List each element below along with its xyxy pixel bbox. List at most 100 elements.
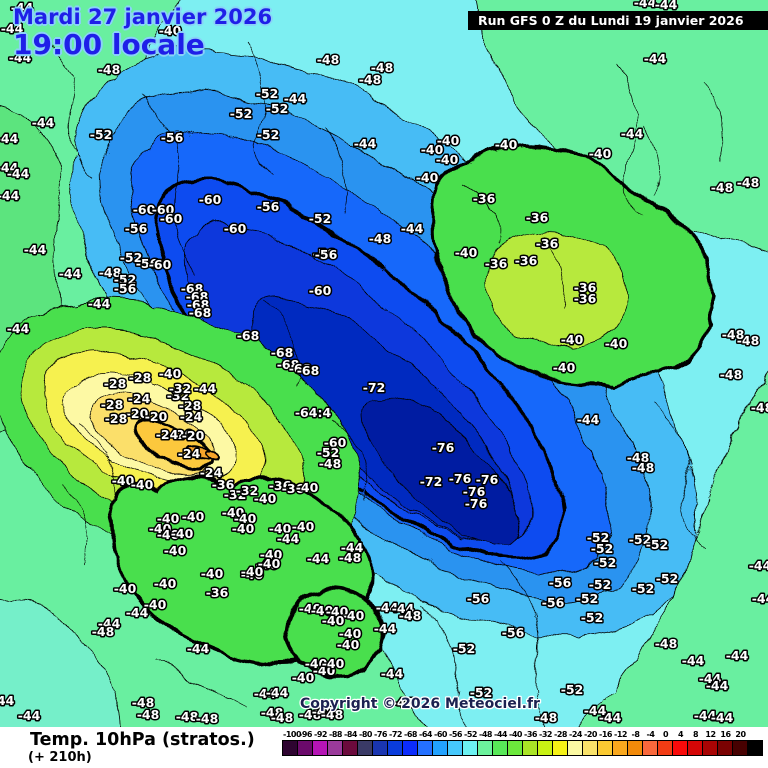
colorbar-column: -76 — [372, 729, 388, 756]
colorbar-column: -48 — [477, 729, 493, 756]
temp-label: -68 — [186, 289, 209, 304]
colorbar-tick: -24 — [569, 730, 582, 739]
temp-label: -52 — [120, 250, 143, 265]
colorbar-swatch — [297, 740, 313, 756]
colorbar-column: -88 — [327, 729, 343, 756]
temp-label: -44 — [634, 0, 657, 10]
colorbar-swatch — [417, 740, 433, 756]
temp-label: -44 — [0, 693, 15, 708]
colorbar-column: -68 — [402, 729, 418, 756]
temperature-colorbar: -100 -96 -92 -88 -84 -80 -76 -72 -68 -64 -60 -56 -52… — [282, 729, 763, 756]
colorbar-swatch — [402, 740, 418, 756]
temp-label: -56 — [467, 591, 490, 606]
region-south-green — [282, 584, 381, 677]
temp-label: -28 — [104, 376, 127, 391]
temp-label: -40 — [605, 336, 628, 351]
temp-label: -48 — [196, 711, 219, 726]
temp-label: -60 — [309, 283, 332, 298]
temp-label: -52 — [90, 127, 113, 142]
temp-label: -40 — [144, 597, 167, 612]
colorbar-swatch — [702, 740, 718, 756]
temp-label: -40 — [322, 613, 345, 628]
temp-label: -52 — [629, 532, 652, 547]
temp-label: -52 — [581, 610, 604, 625]
temp-label: -44 — [277, 531, 300, 546]
colorbar-swatch — [312, 740, 328, 756]
temp-label: -76 — [432, 440, 455, 455]
temp-label: -44 — [376, 600, 399, 615]
temp-label: -40 — [299, 601, 322, 616]
colorbar-swatch — [732, 740, 748, 756]
temp-label: -44 — [392, 601, 415, 616]
temp-label: -20 — [126, 406, 149, 421]
temp-label: -56 — [502, 625, 525, 640]
temp-label: -40 — [114, 581, 137, 596]
colorbar-column: -40 — [507, 729, 523, 756]
temp-label: -44 — [644, 51, 667, 66]
temp-label: -76 — [465, 496, 488, 511]
colorbar-tick: -32 — [539, 730, 552, 739]
temp-label: -52 — [587, 530, 610, 545]
colorbar-column: -100 — [282, 729, 302, 756]
temp-label: -40 — [201, 566, 224, 581]
colorbar-tick: -4 — [646, 730, 655, 739]
temp-label: -44 — [32, 115, 55, 130]
contour-line — [419, 601, 467, 727]
model-run-info: Run GFS 0 Z du Lundi 19 janvier 2026 — [468, 11, 768, 30]
temp-label: -28 — [105, 411, 128, 426]
colorbar-tick: -96 — [299, 730, 312, 739]
colorbar-column: -4 — [642, 729, 658, 756]
contour-line — [79, 421, 115, 503]
colorbar-tick: -52 — [464, 730, 477, 739]
colorbar-column: 12 — [702, 729, 718, 756]
temp-label: -60 — [160, 211, 183, 226]
temp-label: -48 — [399, 608, 422, 623]
temp-label: -48 — [722, 327, 745, 342]
colorbar-swatch — [537, 740, 553, 756]
temp-label: -36 — [206, 585, 229, 600]
temp-label: -40 — [164, 543, 187, 558]
colorbar-swatch — [282, 740, 298, 756]
colorbar-tick: -28 — [554, 730, 567, 739]
colorbar-column: -32 — [537, 729, 553, 756]
colorbar-swatch — [657, 740, 673, 756]
temp-label: -44 — [24, 242, 47, 257]
colorbar-tick: 4 — [677, 730, 684, 739]
temp-label: -52 — [114, 272, 137, 287]
colorbar-swatch — [567, 740, 583, 756]
temp-label: -44 — [577, 412, 600, 427]
contour-line — [139, 91, 193, 273]
temp-label: -68 — [289, 361, 312, 376]
contour-line — [639, 119, 654, 191]
colorbar-column: 4 — [672, 729, 688, 756]
temp-label: -52 — [266, 101, 289, 116]
temp-label: -40 — [112, 473, 135, 488]
temp-label: -44 — [7, 166, 30, 181]
colorbar-swatch — [387, 740, 403, 756]
temp-label: -44 — [354, 136, 377, 151]
temp-label: -40 — [337, 637, 360, 652]
colorbar-swatch — [492, 740, 508, 756]
colorbar-column: -8 — [627, 729, 643, 756]
colorbar-swatch — [327, 740, 343, 756]
temp-label: -40 — [260, 547, 283, 562]
temp-label: -36 — [485, 256, 508, 271]
temp-label: -44 — [98, 616, 121, 631]
temp-label: -44 — [392, 695, 415, 710]
temp-label: -56 — [136, 256, 159, 271]
temp-label: -44 — [752, 591, 768, 606]
temp-label: -48 — [321, 707, 344, 722]
colorbar-tick: 8 — [692, 730, 699, 739]
temp-label: -52 — [632, 581, 655, 596]
temp-label: -40 — [182, 509, 205, 524]
colorbar-tick: -92 — [314, 730, 327, 739]
temp-label: -44 — [401, 221, 424, 236]
temp-label: -52 — [656, 571, 679, 586]
colorbar-swatch — [462, 740, 478, 756]
colorbar-swatch — [597, 740, 613, 756]
temp-label: -48 — [720, 367, 743, 382]
temp-label: -40 — [339, 626, 362, 641]
colorbar-column — [747, 729, 763, 756]
temp-label: -56 — [542, 595, 565, 610]
colorbar-column: -84 — [342, 729, 358, 756]
